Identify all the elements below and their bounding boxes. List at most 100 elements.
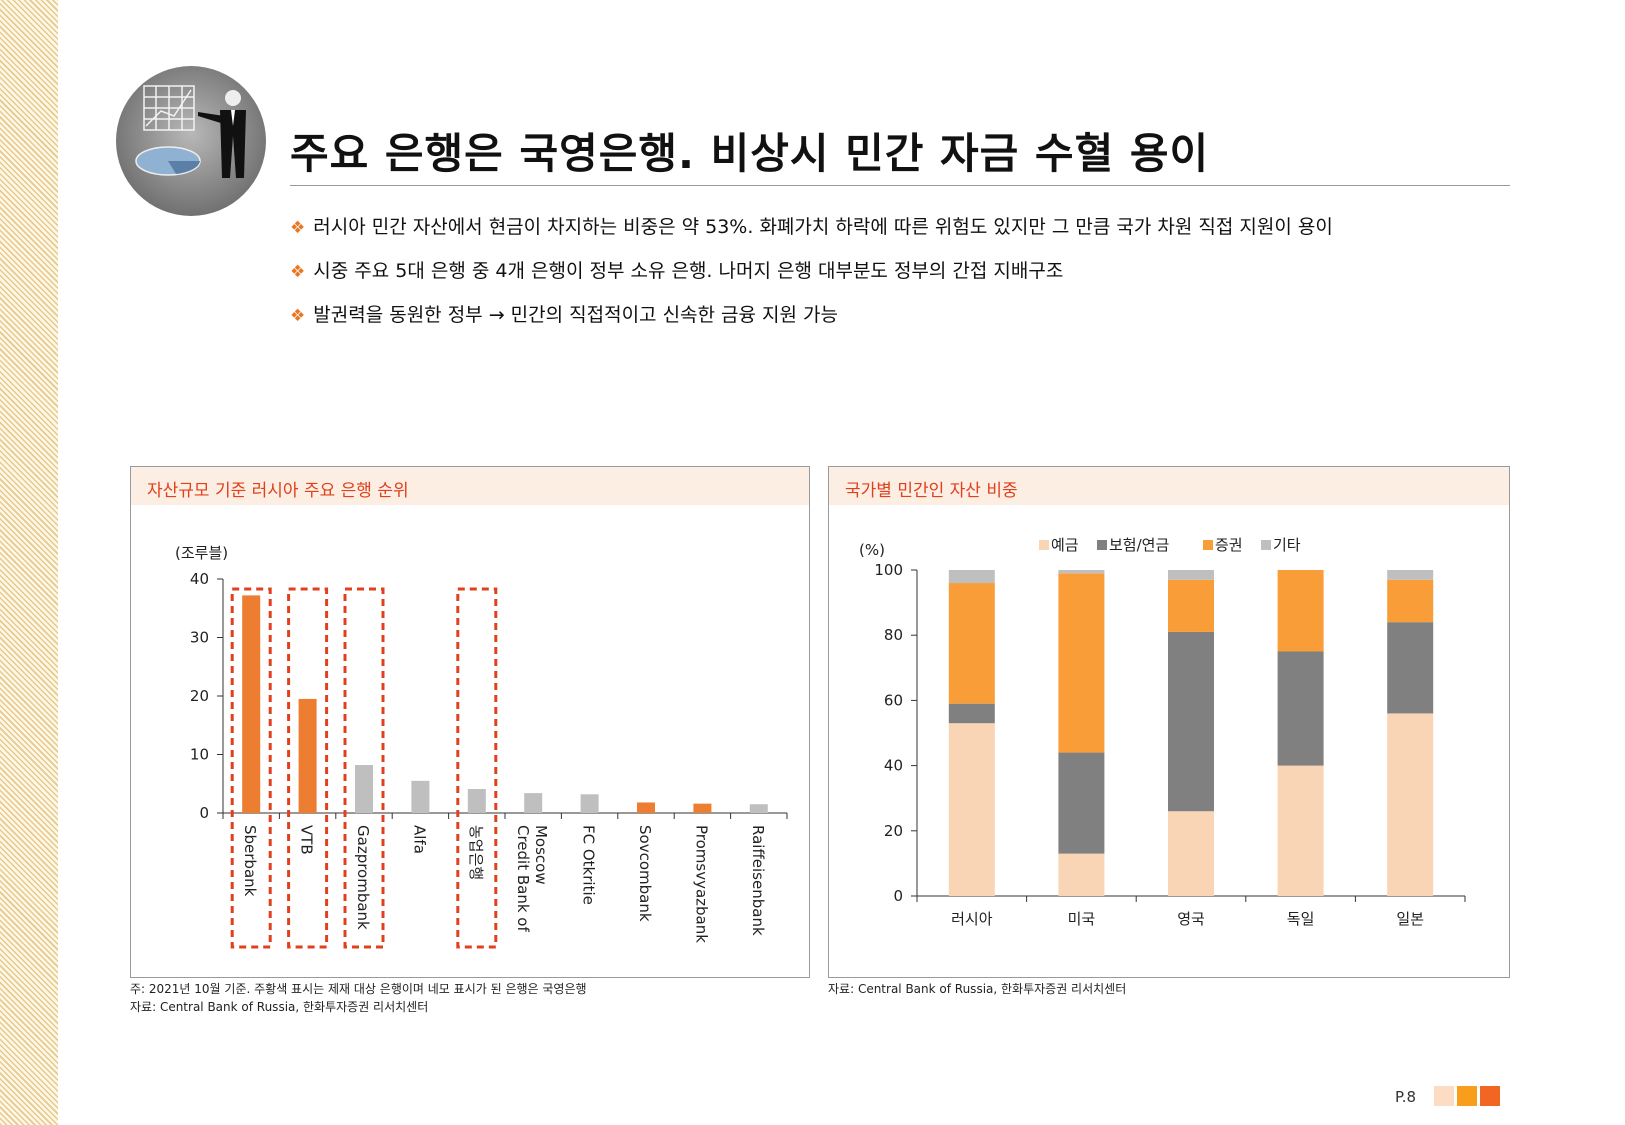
bank-bar [355, 765, 373, 813]
state-owned-box [230, 587, 272, 949]
legend-swatch [1203, 540, 1213, 550]
stack-segment [1168, 570, 1214, 580]
y-axis-unit: (%) [859, 541, 885, 559]
asset-share-panel: 국가별 민간인 자산 비중 (%) 0 20 40 60 80 100 러시아 미국 영국 독일 일본… [828, 466, 1510, 978]
chart-footnote: 주: 2021년 10월 기준. 주황색 표시는 제재 대상 은행이며 네모 표… [130, 980, 587, 1016]
state-owned-box [343, 587, 385, 949]
x-category-label: Alfa [410, 825, 428, 854]
stack-segment [1058, 752, 1105, 854]
diamond-bullet-icon: ❖ [290, 306, 306, 326]
bank-bar-chart: (조루블) 0 10 20 30 40 Sberbank VTB Gazprombank Alfa… [175, 544, 788, 949]
diamond-bullet-icon: ❖ [290, 218, 306, 238]
chart-footnote: 자료: Central Bank of Russia, 한화투자증권 리서치센터 [828, 980, 1126, 998]
panel-title: 국가별 민간인 자산 비중 [845, 481, 1018, 501]
bank-bar [411, 780, 430, 813]
legend-label: 기타 [1273, 536, 1301, 554]
x-category-label: Sovcombank [636, 825, 654, 922]
bank-bar [524, 793, 543, 813]
panel-header: 국가별 민간인 자산 비중 [829, 467, 1509, 505]
y-axis-unit: (조루블) [175, 544, 228, 562]
stack-segment [1277, 765, 1324, 896]
asset-stacked-chart: (%) 0 20 40 60 80 100 러시아 미국 영국 독일 일본 예금 보험/연금 증권 기타 [859, 536, 1466, 928]
y-tick-label: 40 [190, 570, 209, 588]
bullet-item: ❖ 시중 주요 5대 은행 중 4개 은행이 정부 소유 은행. 나머지 은행 대… [290, 256, 1063, 283]
bullet-text: 시중 주요 5대 은행 중 4개 은행이 정부 소유 은행. 나머지 은행 대부… [313, 260, 1064, 282]
bank-ranking-panel: 자산규모 기준 러시아 주요 은행 순위 (조루블) 0 10 20 30 40 Sberb… [130, 466, 810, 978]
bullet-text: 러시아 민간 자산에서 현금이 차지하는 비중은 약 53%. 화폐가치 하락에… [313, 216, 1333, 238]
y-tick-label: 0 [893, 887, 903, 905]
x-category-label: Sberbank [241, 825, 259, 897]
legend-swatch [1039, 540, 1049, 550]
stack-segment [1277, 570, 1324, 652]
bullet-item: ❖ 발권력을 동원한 정부 → 민간의 직접적이고 신속한 금융 지원 가능 [290, 300, 838, 327]
legend-swatch [1097, 540, 1107, 550]
x-category-label: 농업은행 [467, 825, 485, 880]
legend-label: 증권 [1215, 536, 1243, 554]
bank-bar [467, 789, 486, 813]
stack-segment [948, 703, 995, 724]
y-tick-label: 80 [884, 626, 903, 644]
x-category-label: 미국 [1068, 910, 1096, 928]
stack-segment [1168, 811, 1214, 896]
page-square-light [1434, 1086, 1454, 1106]
bank-bar [580, 794, 599, 813]
bank-bar [242, 595, 261, 813]
x-category-label: Credit Bank of [514, 825, 532, 932]
y-tick-label: 10 [190, 746, 209, 764]
stack-segment [1168, 631, 1214, 812]
bank-bar [298, 698, 317, 813]
x-category-label: VTB [298, 825, 316, 855]
diamond-bullet-icon: ❖ [290, 262, 306, 282]
panel-title: 자산규모 기준 러시아 주요 은행 순위 [147, 481, 409, 501]
decorative-stripe [0, 0, 58, 1125]
legend-swatch [1261, 540, 1271, 550]
x-category-label: 독일 [1287, 910, 1315, 928]
footnote-line: 주: 2021년 10월 기준. 주황색 표시는 제재 대상 은행이며 네모 표… [130, 982, 587, 996]
y-tick-label: 60 [884, 691, 903, 709]
page-number: P.8 [1395, 1088, 1417, 1106]
x-category-label: 일본 [1396, 910, 1424, 928]
stack-segment [1387, 570, 1434, 580]
x-category-label: FC Otkritie [580, 825, 598, 905]
y-tick-label: 100 [874, 561, 903, 579]
stack-segment [948, 570, 995, 584]
y-tick-label: 20 [884, 822, 903, 840]
y-tick-label: 0 [199, 804, 209, 822]
presenter-logo-image [116, 66, 266, 216]
stack-segment [948, 723, 995, 896]
state-owned-box [287, 587, 329, 949]
bank-bar [637, 802, 655, 813]
y-tick-label: 40 [884, 757, 903, 775]
stack-segment [1058, 570, 1105, 574]
page-square-dark [1480, 1086, 1500, 1106]
bullet-item: ❖ 러시아 민간 자산에서 현금이 차지하는 비중은 약 53%. 화폐가치 하락… [290, 212, 1333, 239]
legend-label: 예금 [1051, 536, 1079, 554]
stack-segment [1387, 713, 1434, 896]
bullet-text: 발권력을 동원한 정부 → 민간의 직접적이고 신속한 금융 지원 가능 [313, 304, 839, 326]
x-category-label: Moscow [532, 825, 550, 885]
x-category-label: Gazprombank [354, 825, 372, 930]
x-category-label: 러시아 [951, 910, 993, 928]
x-category-label: Raiffeisenbank [749, 825, 767, 936]
x-category-label: Promsvyazbank [692, 825, 710, 943]
source-line: 자료: Central Bank of Russia, 한화투자증권 리서치센터 [828, 982, 1127, 996]
state-owned-box [456, 587, 498, 949]
stack-segment [1058, 853, 1105, 896]
stack-segment [1058, 573, 1105, 753]
panel-header: 자산규모 기준 러시아 주요 은행 순위 [131, 467, 809, 505]
stack-segment [1387, 579, 1434, 623]
page-title: 주요 은행은 국영은행. 비상시 민간 자금 수혈 용이 [290, 129, 1210, 178]
x-category-label: 영국 [1177, 910, 1205, 928]
stack-segment [948, 583, 995, 704]
bank-bar [749, 804, 768, 813]
stack-segment [1387, 622, 1434, 714]
y-tick-label: 30 [190, 629, 209, 647]
y-tick-label: 20 [190, 687, 209, 705]
bank-bar [693, 803, 712, 813]
source-line: 자료: Central Bank of Russia, 한화투자증권 리서치센터 [130, 1000, 429, 1014]
stack-segment [1277, 651, 1324, 766]
stack-segment [1168, 579, 1214, 632]
legend-label: 보험/연금 [1109, 536, 1169, 554]
page-square-mid [1457, 1086, 1477, 1106]
title-divider [290, 185, 1510, 186]
